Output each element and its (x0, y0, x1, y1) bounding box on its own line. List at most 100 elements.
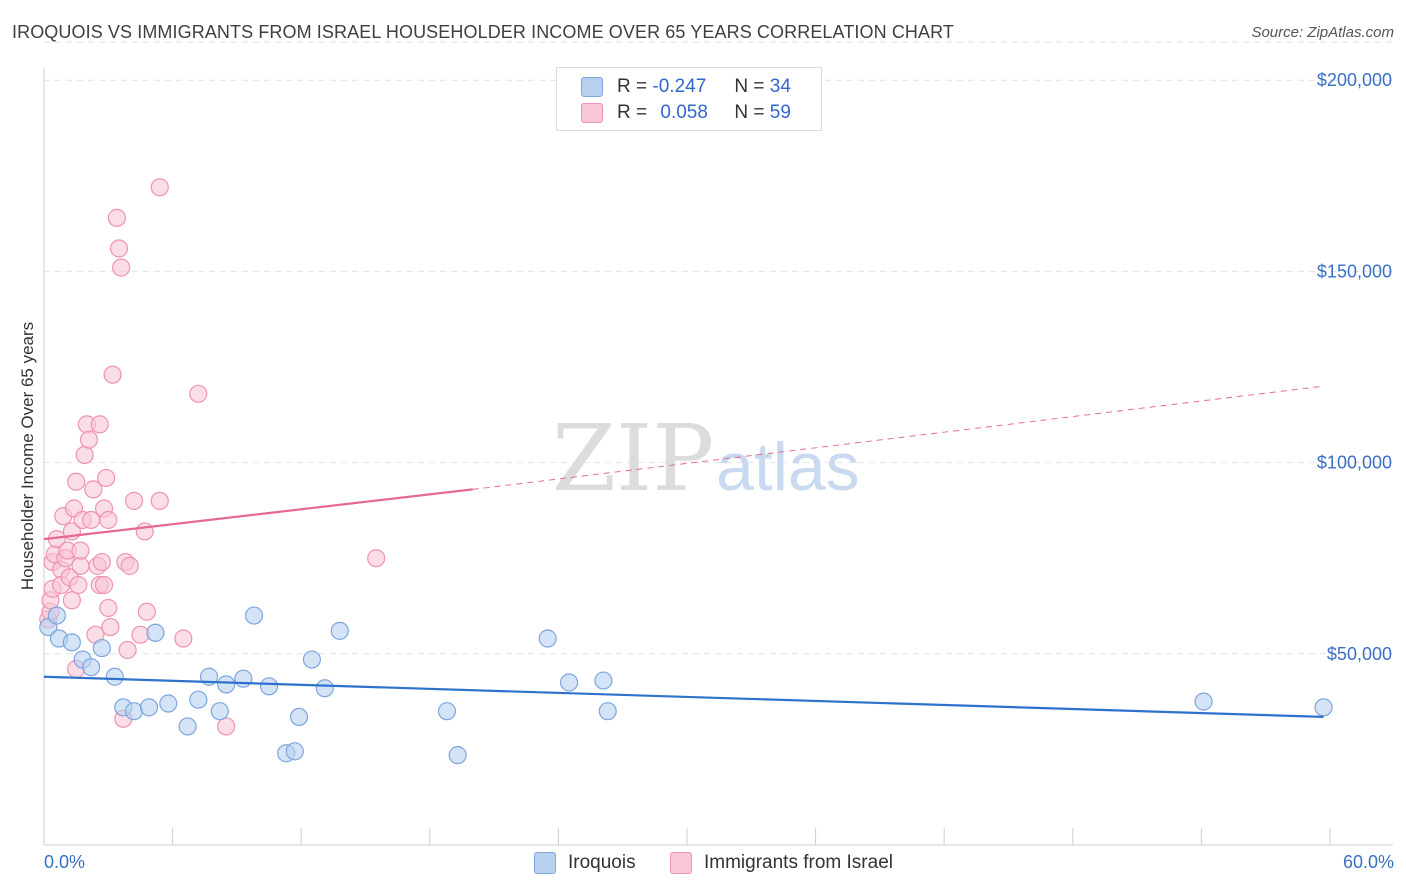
data-point (101, 617, 120, 637)
trend-lines (43, 385, 1324, 719)
data-point (189, 384, 208, 403)
data-point (139, 698, 159, 717)
data-point (437, 702, 457, 721)
data-point (71, 541, 90, 560)
data-point (105, 667, 124, 686)
data-point (120, 556, 139, 575)
legend-item-israel[interactable]: Immigrants from Israel (670, 852, 893, 874)
data-point (217, 717, 236, 736)
data-point (124, 491, 144, 510)
y-tick-label: $50,000 (1327, 644, 1392, 664)
data-point (174, 629, 193, 648)
y-tick-labels: $50,000 $100,000 $150,000 $200,000 (1317, 70, 1392, 664)
legend-n-label: N = (734, 102, 765, 123)
israel-trend-line (43, 488, 473, 541)
legend-r-label: R = (617, 102, 648, 123)
iroquois-swatch (581, 77, 603, 97)
grid-layer (44, 41, 1393, 655)
data-point (538, 629, 557, 648)
data-point (1194, 692, 1213, 711)
legend-r-label: R = (617, 76, 648, 97)
data-point (79, 430, 99, 449)
y-tick-label: $100,000 (1317, 453, 1392, 473)
israel-swatch (581, 103, 603, 123)
data-point (92, 638, 111, 658)
legend-n-value: 59 (769, 102, 791, 123)
chart-title: IROQUOIS VS IMMIGRANTS FROM ISRAEL HOUSE… (12, 22, 954, 42)
y-tick-label: $200,000 (1317, 70, 1392, 90)
data-point (315, 679, 334, 698)
data-point (598, 702, 617, 721)
israel-legend-swatch (670, 852, 692, 874)
legend-n-label: N = (734, 76, 765, 97)
legend-r-value: 0.058 (660, 102, 708, 123)
data-point (62, 633, 81, 652)
data-point (150, 178, 169, 197)
data-point (82, 658, 101, 677)
x-min-label: 0.0% (44, 852, 86, 872)
data-point (84, 480, 103, 499)
data-point (367, 549, 386, 568)
data-point (103, 365, 122, 384)
data-point (289, 707, 309, 727)
data-point (47, 606, 66, 625)
data-point (75, 445, 94, 465)
data-point (217, 675, 236, 694)
data-point (189, 690, 208, 709)
x-max-label: 60.0% (1342, 852, 1394, 872)
data-point (99, 598, 118, 618)
data-point (210, 702, 229, 721)
data-point (594, 671, 613, 690)
data-point (259, 677, 279, 696)
data-point (67, 472, 86, 491)
data-point (330, 621, 349, 640)
data-point (135, 522, 154, 541)
data-point (124, 702, 144, 721)
data-point (62, 591, 81, 610)
source-label: Source: ZipAtlas.com (1251, 24, 1394, 41)
data-point (90, 415, 109, 434)
data-point (137, 602, 156, 621)
data-point (109, 239, 129, 258)
watermark-atlas: atlas (716, 429, 860, 505)
data-point (146, 623, 165, 642)
axis-layer (43, 68, 1393, 846)
data-point (560, 673, 579, 692)
iroquois-legend-swatch (534, 852, 556, 874)
data-point (244, 606, 264, 625)
legend-label-israel: Immigrants from Israel (704, 852, 893, 873)
iroquois-trend-line (43, 675, 1324, 719)
data-point (285, 742, 304, 761)
y-tick-label: $150,000 (1317, 261, 1392, 281)
y-axis-label: Householder Income Over 65 years (18, 321, 37, 591)
data-point (97, 468, 116, 488)
legend-r-value: -0.247 (652, 76, 707, 97)
data-point (92, 552, 111, 572)
iroquois-points (39, 606, 1333, 765)
legend-n-value: 34 (769, 76, 791, 97)
data-point (1314, 698, 1333, 717)
data-point (131, 625, 150, 644)
correlation-legend: R = -0.247 N = 34 R = 0.058 N = 59 (556, 67, 822, 131)
data-point (448, 746, 467, 765)
legend-item-iroquois[interactable]: Iroquois (534, 852, 636, 874)
data-point (71, 556, 90, 575)
data-point (302, 650, 322, 669)
legend-row-iroquois: R = -0.247 N = 34 (581, 75, 791, 99)
data-point (118, 640, 137, 660)
data-point (112, 258, 131, 277)
legend-label-iroquois: Iroquois (568, 852, 636, 873)
data-point (94, 575, 114, 595)
series-legend: Iroquois Immigrants from Israel (0, 852, 1406, 878)
legend-row-israel: R = 0.058 N = 59 (581, 101, 791, 125)
data-point (150, 491, 169, 510)
data-point (178, 717, 197, 736)
israel-points (39, 178, 386, 736)
data-point (234, 669, 253, 688)
watermark: ZIP atlas (552, 405, 860, 512)
data-point (99, 510, 118, 530)
data-point (107, 208, 126, 227)
data-point (159, 694, 178, 713)
data-point (69, 575, 88, 595)
